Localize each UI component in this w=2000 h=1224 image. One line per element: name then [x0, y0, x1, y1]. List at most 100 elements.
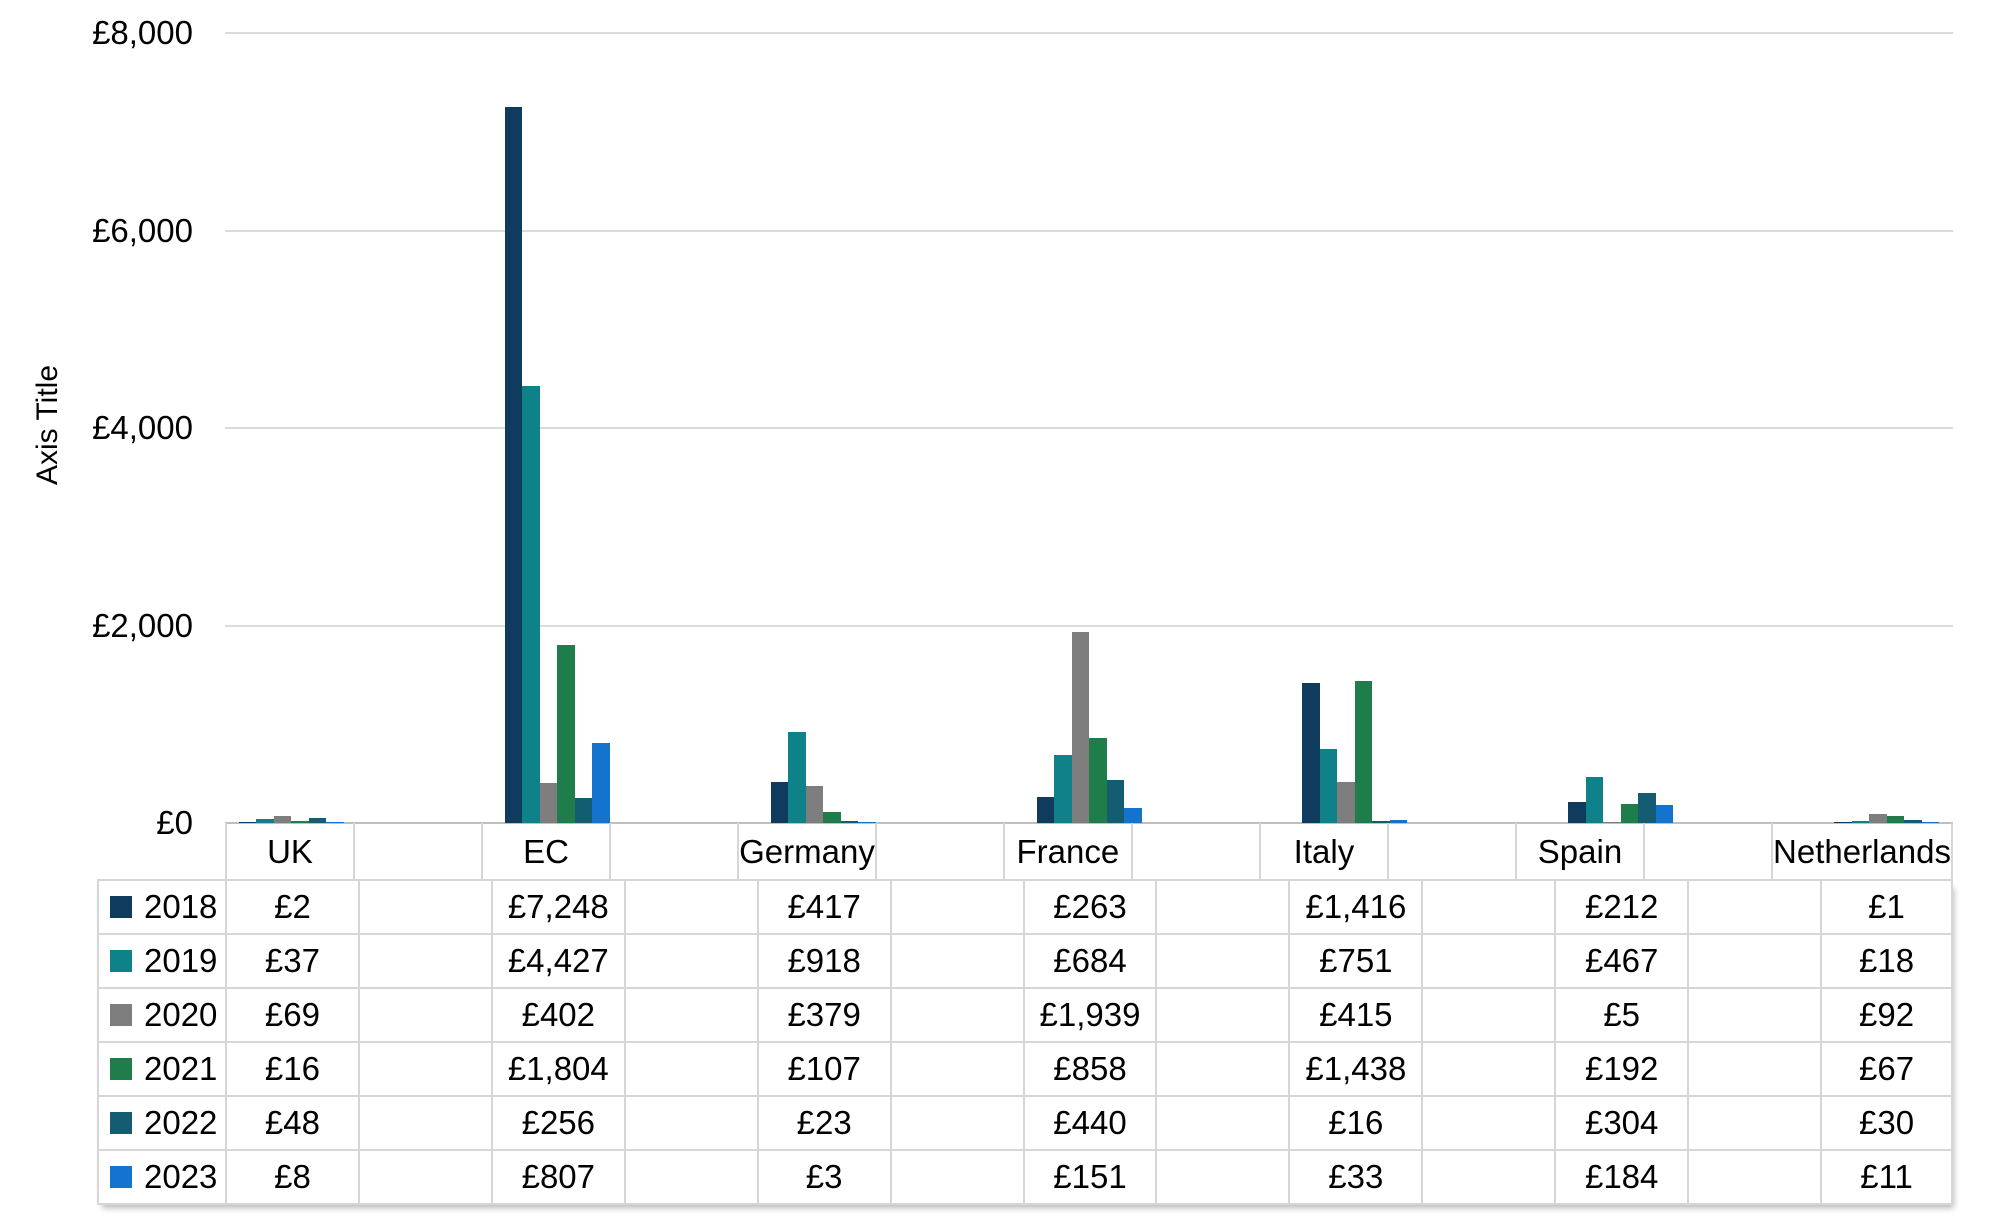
bar-2020-uk: [273, 816, 292, 823]
spacer-cell: [1687, 881, 1821, 935]
value-cell: £415: [1288, 989, 1422, 1043]
value-cell: £807: [490, 1151, 624, 1205]
legend-year-cell: 2020: [97, 989, 225, 1043]
spacer-cell: [1421, 1151, 1555, 1205]
spacer-cell: [1130, 823, 1259, 881]
bar-2019-netherlands: [1851, 821, 1870, 823]
value-cell: £1,438: [1288, 1043, 1422, 1097]
spacer-cell: [357, 989, 491, 1043]
bar-2018-ec: [504, 107, 523, 823]
spacer-cell: [623, 881, 757, 935]
bar-2023-spain: [1655, 804, 1674, 823]
bar-2020-netherlands: [1869, 813, 1887, 823]
value-cell: £7,248: [490, 881, 624, 935]
value-cell: £184: [1554, 1151, 1688, 1205]
category-label-cell: Italy: [1258, 823, 1387, 881]
value-cell: £18: [1820, 935, 1953, 989]
spacer-cell: [1687, 1151, 1821, 1205]
spacer-cell: [1155, 935, 1289, 989]
bar-2020-ec: [539, 783, 558, 823]
bar-2023-ec: [592, 743, 610, 823]
y-tick-label: £2,000: [92, 606, 193, 644]
spacer-cell: [1421, 1097, 1555, 1151]
value-cell: £192: [1554, 1043, 1688, 1097]
bar-2021-netherlands: [1886, 816, 1905, 823]
legend-year-label: 2020: [144, 996, 218, 1033]
bar-2022-spain: [1638, 792, 1656, 823]
value-cell: £304: [1554, 1097, 1688, 1151]
bar-2018-uk: [238, 822, 257, 823]
spacer-cell: [1687, 935, 1821, 989]
spacer-cell: [889, 881, 1023, 935]
gridline: [225, 229, 1953, 232]
value-cell: £151: [1022, 1151, 1156, 1205]
spacer-cell: [353, 823, 481, 881]
value-cell: £11: [1820, 1151, 1953, 1205]
bar-2019-france: [1054, 755, 1072, 823]
value-cell: £402: [490, 989, 624, 1043]
bar-2022-netherlands: [1904, 820, 1922, 823]
spacer-cell: [889, 1151, 1023, 1205]
bar-2020-italy: [1337, 782, 1355, 823]
bar-2021-ec: [557, 644, 575, 823]
value-cell: £23: [756, 1097, 890, 1151]
gridline: [225, 427, 1953, 429]
value-cell: £107: [756, 1043, 890, 1097]
gridline: [225, 624, 1953, 627]
legend-swatch: [110, 896, 132, 918]
value-cell: £16: [1288, 1097, 1422, 1151]
spacer-cell: [1155, 881, 1289, 935]
legend-year-label: 2019: [144, 942, 218, 979]
spacer-cell: [623, 989, 757, 1043]
legend-year-cell: 2023: [97, 1151, 225, 1205]
bar-2021-spain: [1620, 804, 1639, 823]
bar-2021-italy: [1354, 680, 1373, 823]
bar-2023-uk: [326, 822, 344, 823]
value-cell: £30: [1820, 1097, 1953, 1151]
legend-swatch: [110, 950, 132, 972]
legend-year-cell: 2018: [97, 881, 225, 935]
spacer-cell: [1421, 989, 1555, 1043]
bar-2023-germany: [858, 822, 876, 823]
legend-year-label: 2021: [144, 1050, 218, 1087]
category-label-cell: EC: [481, 823, 609, 881]
category-label-cell: Germany: [737, 823, 875, 881]
legend-swatch: [110, 1112, 132, 1134]
value-cell: £92: [1820, 989, 1953, 1043]
bar-2022-ec: [574, 797, 593, 823]
data-table: 2018 £2 £7,248 £417 £263 £1,416 £212 £1 2019 £37 £…: [97, 881, 1953, 1205]
spacer-cell: [357, 1097, 491, 1151]
bar-2022-uk: [308, 818, 327, 823]
value-cell: £37: [225, 935, 358, 989]
value-cell: £8: [225, 1151, 358, 1205]
bar-2023-netherlands: [1921, 821, 1940, 823]
value-cell: £467: [1554, 935, 1688, 989]
bar-2019-germany: [788, 732, 806, 823]
spacer-cell: [1687, 1043, 1821, 1097]
spacer-cell: [1155, 1043, 1289, 1097]
legend-year-label: 2022: [144, 1104, 218, 1141]
value-cell: £1,804: [490, 1043, 624, 1097]
value-cell: £4,427: [490, 935, 624, 989]
legend-swatch: [110, 1166, 132, 1188]
spacer-cell: [357, 881, 491, 935]
value-cell: £67: [1820, 1043, 1953, 1097]
bar-2022-italy: [1372, 821, 1390, 823]
value-cell: £263: [1022, 881, 1156, 935]
y-tick-label: £6,000: [92, 211, 193, 249]
spacer-cell: [1421, 1043, 1555, 1097]
spacer-cell: [1421, 935, 1555, 989]
spacer-cell: [357, 1151, 491, 1205]
value-cell: £684: [1022, 935, 1156, 989]
table-header-divider: [97, 879, 1953, 881]
bar-2022-germany: [840, 820, 859, 823]
legend-year-cell: 2022: [97, 1097, 225, 1151]
spacer-cell: [889, 1097, 1023, 1151]
value-cell: £256: [490, 1097, 624, 1151]
category-label-cell: Netherlands: [1771, 823, 1953, 881]
value-cell: £1,416: [1288, 881, 1422, 935]
legend-swatch: [110, 1004, 132, 1026]
bar-2018-netherlands: [1834, 822, 1852, 823]
spacer-cell: [609, 823, 737, 881]
